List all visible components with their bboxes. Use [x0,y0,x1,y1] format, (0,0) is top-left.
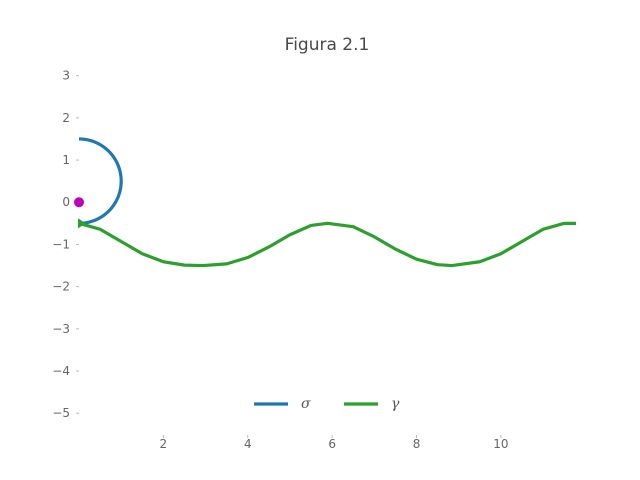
center-point [74,197,84,208]
legend-label-gamma: γ [391,396,400,412]
x-tick-label-4: 10 [493,437,508,451]
y-tick-label-5: −2 [52,280,70,294]
y-axis: 3 2 1 0 −1 −2 −3 −4 −5 [52,69,79,420]
x-tick-label-3: 8 [413,437,421,451]
y-tick-label-1: 2 [62,111,70,125]
start-triangle-marker [78,218,86,229]
y-tick-label-8: −5 [52,406,70,420]
series-line-sigma [78,137,123,225]
legend-label-sigma: σ [301,396,311,412]
y-tick-label-4: −1 [52,237,70,251]
x-tick-label-0: 2 [160,437,168,451]
plot-area [74,137,576,268]
y-tick-label-6: −3 [52,322,70,336]
y-tick-label-7: −4 [52,364,70,378]
x-axis: 2 4 6 8 10 [160,435,509,451]
series-line-gamma [78,221,576,268]
y-tick-label-0: 3 [62,69,70,83]
y-tick-label-3: 0 [62,195,70,209]
chart-title: Figura 2.1 [285,35,370,55]
y-tick-label-2: 1 [62,153,70,167]
x-tick-label-1: 4 [244,437,252,451]
x-tick-label-2: 6 [328,437,336,451]
